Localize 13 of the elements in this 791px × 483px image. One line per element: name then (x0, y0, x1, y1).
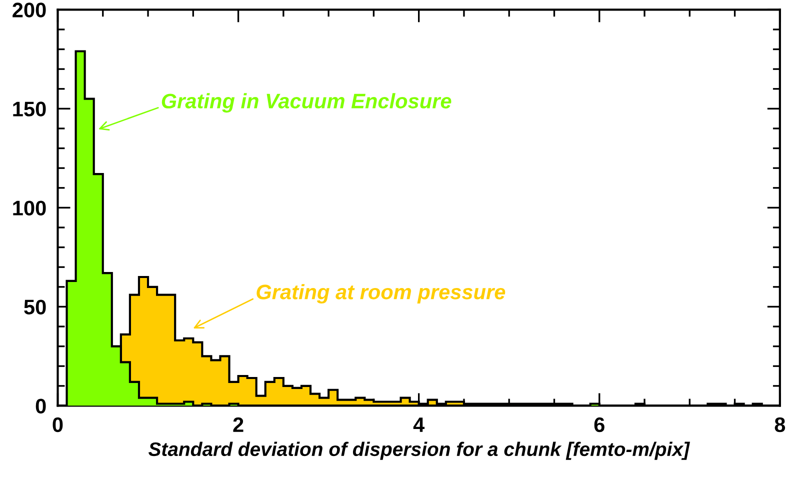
y-tick-label: 50 (24, 300, 46, 314)
x-tick-label: 4 (413, 418, 425, 432)
x-tick-label: 6 (594, 417, 604, 432)
x-tick-label: 8 (774, 417, 786, 432)
x-tick-label: 0 (52, 417, 63, 432)
y-tick-label: 100 (13, 200, 46, 216)
x-tick-label: 2 (233, 417, 244, 432)
x-axis-title: Standard deviation of dispersion for a chunk [femto-m/pix] (148, 442, 690, 460)
text: Grating at room pressure (256, 284, 506, 304)
y-tick-label: 200 (12, 2, 46, 18)
y-tick-label: 150 (13, 102, 46, 116)
text: Grating in Vacuum Enclosure (162, 93, 452, 113)
y-tick-label: 0 (36, 398, 46, 414)
